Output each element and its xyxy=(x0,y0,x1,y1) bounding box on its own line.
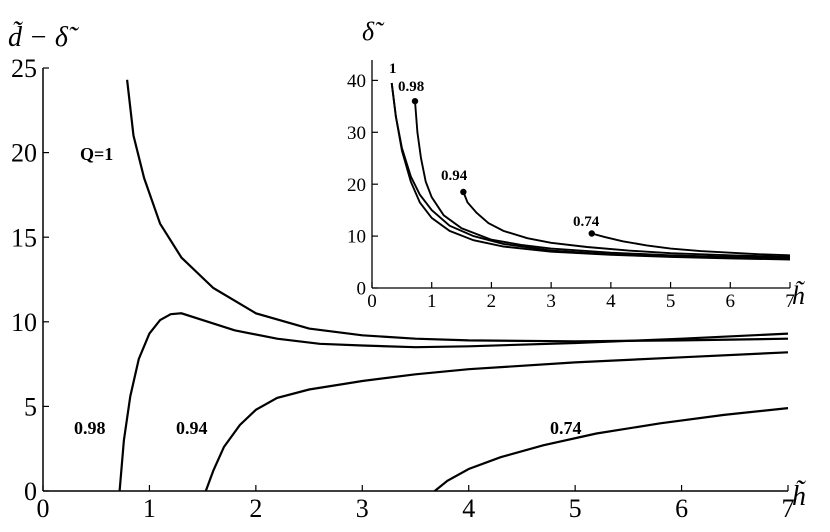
inset-x-tick-label-4: 4 xyxy=(606,291,616,312)
main-curve-1 xyxy=(118,312,789,492)
inset-start-point-0 xyxy=(411,97,419,105)
inset-x-tick-label-0: 0 xyxy=(367,291,377,312)
main-label-098: 0.98 xyxy=(74,418,106,438)
inset-start-point-2 xyxy=(588,230,595,237)
inset-x-tick-label-6: 6 xyxy=(726,291,736,312)
main-y-tick-label-5: 25 xyxy=(11,54,37,83)
inset-axes xyxy=(371,60,790,289)
main-curves xyxy=(118,79,789,492)
inset-label-074: 0.74 xyxy=(573,214,600,230)
main-x-tick-label-1: 1 xyxy=(143,494,156,523)
inset-ticks: 0 1 2 3 4 5 6 7 0 10 20 30 40 xyxy=(347,71,795,312)
inset-curve-2 xyxy=(414,101,791,259)
main-label-094: 0.94 xyxy=(176,418,208,438)
main-curve-0 xyxy=(126,79,789,343)
main-x-tick-label-4: 4 xyxy=(462,494,475,523)
inset-y-axis-label: δ̃ xyxy=(362,17,385,46)
main-y-axis-label: d̃ − δ̃ xyxy=(8,21,80,53)
inset-x-tick-label-5: 5 xyxy=(666,291,676,312)
main-y-tick-label-4: 20 xyxy=(11,139,37,168)
main-x-axis-label: h̃ xyxy=(792,480,807,512)
inset-y-tick-label-1: 10 xyxy=(347,227,366,248)
main-curve-2 xyxy=(204,351,789,492)
inset-x-tick-label-1: 1 xyxy=(427,291,437,312)
main-label-074: 0.74 xyxy=(550,418,582,438)
inset-x-axis-label: h̃ xyxy=(792,281,806,310)
main-label-q1: Q=1 xyxy=(80,144,113,164)
inset-x-tick-label-2: 2 xyxy=(487,291,497,312)
inset-y-tick-label-0: 0 xyxy=(357,279,367,300)
main-y-tick-label-1: 5 xyxy=(24,393,37,422)
main-curve-3 xyxy=(434,407,789,492)
main-y-tick-label-0: 0 xyxy=(24,477,37,506)
main-x-tick-label-0: 0 xyxy=(37,494,50,523)
inset-y-tick-label-3: 30 xyxy=(347,123,366,144)
main-x-tick-label-3: 3 xyxy=(356,494,369,523)
main-y-tick-label-2: 10 xyxy=(11,308,37,337)
inset-start-point-1 xyxy=(460,188,467,196)
main-x-tick-label-6: 6 xyxy=(675,494,688,523)
inset-label-098: 0.98 xyxy=(398,79,424,95)
main-x-tick-label-7: 7 xyxy=(782,494,795,523)
inset-y-tick-label-4: 40 xyxy=(347,71,366,92)
inset-curve-3 xyxy=(462,191,791,258)
inset-label-1: 1 xyxy=(389,61,397,77)
inset-x-tick-label-7: 7 xyxy=(785,291,795,312)
inset-x-tick-label-3: 3 xyxy=(546,291,556,312)
main-x-tick-label-5: 5 xyxy=(569,494,582,523)
main-y-tick-label-3: 15 xyxy=(11,223,37,252)
main-axes xyxy=(42,68,788,492)
inset-label-094: 0.94 xyxy=(441,168,468,184)
inset-curve-4 xyxy=(591,232,791,257)
inset-start-points xyxy=(411,97,595,237)
inset-y-tick-label-2: 20 xyxy=(347,175,366,196)
main-x-tick-label-2: 2 xyxy=(249,494,262,523)
inset-curves xyxy=(390,82,791,261)
inset-curve-1 xyxy=(390,82,791,261)
